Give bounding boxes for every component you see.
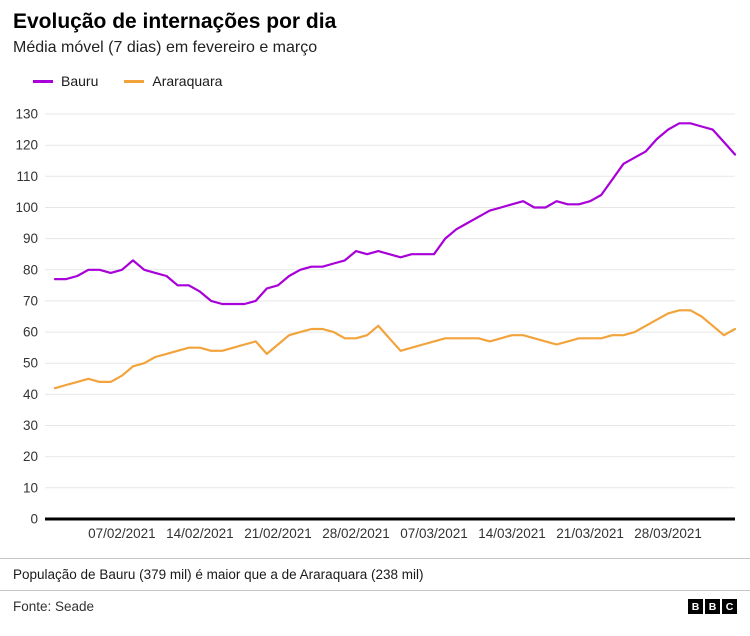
x-tick-label: 14/02/2021	[166, 526, 234, 541]
bauru-line-swatch	[33, 79, 53, 83]
x-tick-label: 07/02/2021	[88, 526, 156, 541]
x-tick-label: 28/02/2021	[322, 526, 390, 541]
y-tick-label: 70	[23, 294, 38, 309]
x-tick-label: 14/03/2021	[478, 526, 546, 541]
x-tick-label: 07/03/2021	[400, 526, 468, 541]
footer-divider	[0, 590, 750, 592]
line-chart: 0 10 20 30 40 50 60 70 80 90 100 110 120 130 07/02/202…	[0, 94, 750, 551]
legend-item-araraquara: Araraquara	[124, 73, 222, 89]
y-tick-label: 0	[30, 512, 38, 527]
y-tick-label: 50	[23, 356, 38, 371]
bbc-letter-b1: B	[688, 599, 703, 615]
legend-item-bauru: Bauru	[33, 73, 98, 89]
footnote-divider	[0, 558, 750, 560]
y-tick-label: 90	[23, 231, 38, 246]
y-tick-label: 110	[16, 169, 38, 184]
araraquara-line	[53, 309, 737, 390]
araraquara-line-swatch	[124, 79, 145, 83]
chart-title: Evolução de internações por dia	[13, 10, 337, 33]
bbc-letter-c: C	[722, 599, 737, 615]
y-tick-label: 40	[23, 387, 38, 402]
y-tick-label: 10	[23, 481, 38, 496]
legend-label-bauru: Bauru	[61, 73, 99, 90]
y-tick-label: 20	[23, 450, 38, 465]
y-tick-label: 100	[15, 200, 38, 215]
chart-subtitle: Média móvel (7 dias) em fevereiro e març…	[13, 39, 318, 57]
chart-card: Evolução de internações por dia Média mó…	[0, 10, 750, 626]
legend: Bauru Araraquara	[33, 73, 737, 89]
y-tick-label: 30	[23, 418, 38, 433]
bbc-logo: B B C	[688, 599, 737, 615]
y-tick-label: 130	[15, 107, 38, 122]
source-label: Fonte: Seade	[13, 599, 95, 615]
x-tick-label: 21/02/2021	[244, 526, 312, 541]
y-tick-label: 80	[23, 263, 38, 278]
chart-svg: 0 10 20 30 40 50 60 70 80 90 100 110 120 130 07/02/202…	[15, 107, 737, 541]
y-tick-label: 120	[15, 138, 38, 153]
x-tick-label: 28/03/2021	[634, 526, 702, 541]
bauru-line	[53, 122, 737, 306]
y-tick-label: 60	[23, 325, 38, 340]
footnote: População de Bauru (379 mil) é maior que…	[13, 567, 424, 583]
legend-label-araraquara: Araraquara	[152, 73, 223, 90]
x-tick-label: 21/03/2021	[556, 526, 624, 541]
bbc-letter-b2: B	[705, 599, 720, 615]
footer: Fonte: Seade B B C	[0, 591, 750, 626]
